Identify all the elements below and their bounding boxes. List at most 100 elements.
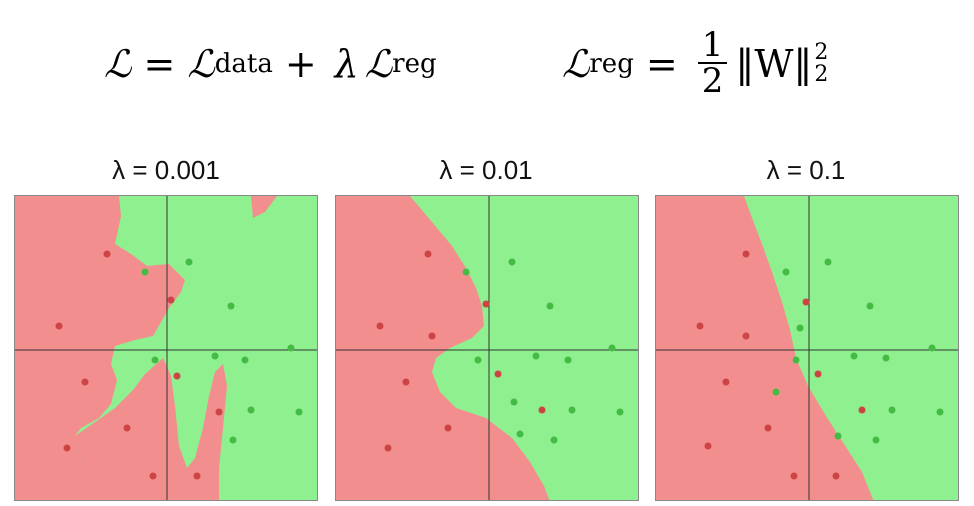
green-point	[211, 352, 219, 360]
red-point	[63, 444, 71, 452]
green-point	[616, 408, 624, 416]
red-point	[790, 472, 798, 480]
green-point	[141, 268, 149, 276]
loss-reg-symbol: ℒ	[364, 42, 393, 86]
red-point	[696, 322, 704, 330]
decision-boundary-panel-2	[335, 195, 639, 501]
norm-scripts: 2 2	[814, 42, 828, 86]
green-point	[287, 344, 295, 352]
green-finger	[181, 374, 195, 446]
red-point	[494, 370, 502, 378]
red-region	[656, 196, 874, 500]
red-point	[384, 444, 392, 452]
green-point	[872, 436, 880, 444]
red-point	[424, 250, 432, 258]
fraction-numerator: 1	[697, 28, 728, 65]
reg-lhs-subscript: reg	[589, 49, 634, 79]
red-point	[814, 370, 822, 378]
green-point	[882, 354, 890, 362]
norm-superscript: 2	[814, 40, 829, 65]
red-region-top	[251, 196, 277, 218]
green-point	[824, 258, 832, 266]
red-region-bottom	[75, 358, 227, 500]
red-region	[336, 196, 550, 500]
green-point	[796, 324, 804, 332]
green-point	[185, 258, 193, 266]
green-point	[550, 436, 558, 444]
green-point	[866, 302, 874, 310]
red-point	[742, 332, 750, 340]
lambda-symbol: λ	[334, 42, 359, 86]
half-fraction: 1 2	[697, 28, 728, 102]
green-point	[850, 352, 858, 360]
plus-operator: +	[284, 42, 317, 86]
fraction-denominator: 2	[701, 61, 724, 102]
green-point	[888, 406, 896, 414]
green-point	[229, 436, 237, 444]
green-point	[564, 356, 572, 364]
reg-lhs-symbol: ℒ	[562, 42, 590, 86]
green-point	[241, 356, 249, 364]
decision-plot-2	[336, 196, 638, 500]
red-point	[742, 250, 750, 258]
green-point	[510, 398, 518, 406]
red-point	[215, 408, 223, 416]
green-point	[295, 408, 303, 416]
green-point	[834, 432, 842, 440]
green-point	[546, 302, 554, 310]
weight-norm: ‖W‖	[735, 42, 812, 86]
green-point	[247, 406, 255, 414]
red-point	[123, 424, 131, 432]
green-point	[608, 344, 616, 352]
decision-plot-1	[15, 196, 317, 500]
green-point	[508, 258, 516, 266]
green-point	[782, 268, 790, 276]
panel-title-1: λ = 0.001	[112, 155, 220, 185]
red-point	[428, 332, 436, 340]
red-point	[376, 322, 384, 330]
data-points	[696, 250, 944, 480]
green-point	[474, 356, 482, 364]
norm-text: ‖W‖	[735, 42, 813, 86]
green-point	[516, 430, 524, 438]
green-point	[568, 406, 576, 414]
red-point	[444, 424, 452, 432]
red-point	[402, 378, 410, 386]
red-point	[538, 406, 546, 414]
red-point	[103, 250, 111, 258]
red-point	[764, 424, 772, 432]
loss-reg-subscript: reg	[392, 49, 437, 79]
red-point	[482, 300, 490, 308]
red-point	[722, 378, 730, 386]
green-point	[936, 408, 944, 416]
data-points	[55, 250, 303, 480]
red-point	[193, 472, 201, 480]
loss-symbol: ℒ = ℒ	[104, 42, 215, 86]
panel-title-3: λ = 0.1	[766, 155, 846, 185]
green-point	[227, 302, 235, 310]
green-point	[792, 356, 800, 364]
decision-plot-3	[656, 196, 958, 500]
green-point	[928, 344, 936, 352]
panel-title-2: λ = 0.01	[439, 155, 533, 185]
red-point	[832, 472, 840, 480]
decision-boundary-panel-3	[655, 195, 959, 501]
green-point	[462, 268, 470, 276]
red-point	[81, 378, 89, 386]
equals-operator: =	[645, 42, 678, 86]
green-point	[532, 352, 540, 360]
loss-data-subscript: data	[214, 49, 273, 79]
norm-subscript: 2	[814, 62, 829, 87]
green-point	[772, 388, 780, 396]
red-point	[173, 372, 181, 380]
red-point	[149, 472, 157, 480]
red-point	[802, 298, 810, 306]
red-point	[858, 406, 866, 414]
green-point	[151, 356, 159, 364]
data-points	[376, 250, 624, 452]
red-point	[55, 322, 63, 330]
decision-boundary-panel-1	[14, 195, 318, 501]
red-point	[167, 296, 175, 304]
